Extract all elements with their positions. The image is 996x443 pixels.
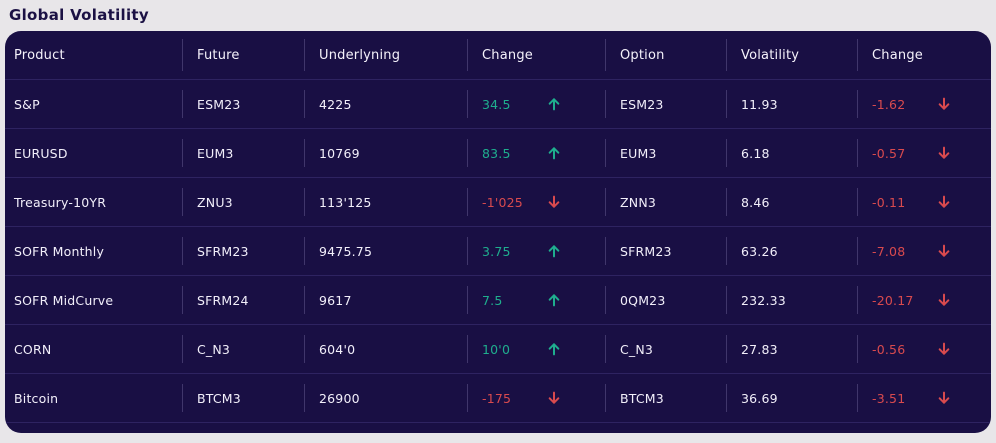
volatility-cell: 232.33	[726, 276, 857, 324]
volatility-cell: 11.93	[726, 80, 857, 128]
column-header-underlying: Underlyning	[304, 31, 467, 79]
option-cell: EUM3	[605, 129, 726, 177]
option-cell: BTCM3	[605, 374, 726, 422]
underlying-cell: 10769	[304, 129, 467, 177]
arrow-up-icon	[545, 341, 562, 358]
volatility-table: Product Future Underlyning Change Option…	[5, 31, 991, 433]
volatility-cell: 27.83	[726, 325, 857, 373]
table-row: SOFR Monthly SFRM23 9475.75 3.75 SFRM23 …	[5, 227, 991, 276]
arrow-down-icon	[935, 96, 952, 113]
option-change-value: -0.56	[872, 341, 906, 357]
arrow-down-icon	[935, 341, 952, 358]
option-change-cell: -0.56	[857, 325, 991, 373]
volatility-cell: 63.26	[726, 227, 857, 275]
product-cell: Treasury-10YR	[14, 194, 107, 210]
column-header-option: Option	[605, 31, 726, 79]
future-change-cell: 83.5	[467, 129, 605, 177]
arrow-up-icon	[545, 243, 562, 260]
table-row: Treasury-10YR ZNU3 113'125 -1'025 ZNN3 8…	[5, 178, 991, 227]
option-cell: 0QM23	[605, 276, 726, 324]
table-body: S&P ESM23 4225 34.5 ESM23 11.93 -1.62 EU…	[5, 80, 991, 423]
future-change-value: 10'0	[482, 341, 511, 357]
page-title: Global Volatility	[9, 6, 149, 24]
product-cell: EURUSD	[14, 145, 68, 161]
arrow-up-icon	[545, 145, 562, 162]
volatility-cell: 8.46	[726, 178, 857, 226]
option-change-cell: -0.57	[857, 129, 991, 177]
column-header-product: Product	[14, 47, 65, 63]
table-row: Bitcoin BTCM3 26900 -175 BTCM3 36.69 -3.…	[5, 374, 991, 423]
table-row: CORN C_N3 604'0 10'0 C_N3 27.83 -0.56	[5, 325, 991, 374]
future-cell: SFRM23	[182, 227, 304, 275]
future-change-cell: 34.5	[467, 80, 605, 128]
table-row: EURUSD EUM3 10769 83.5 EUM3 6.18 -0.57	[5, 129, 991, 178]
future-change-cell: -1'025	[467, 178, 605, 226]
option-cell: SFRM23	[605, 227, 726, 275]
column-header-future-change: Change	[467, 31, 605, 79]
option-cell: C_N3	[605, 325, 726, 373]
column-header-future: Future	[182, 31, 304, 79]
arrow-down-icon	[935, 390, 952, 407]
volatility-cell: 6.18	[726, 129, 857, 177]
column-header-option-change: Change	[857, 31, 991, 79]
future-change-cell: 3.75	[467, 227, 605, 275]
table-header-row: Product Future Underlyning Change Option…	[5, 31, 991, 80]
option-change-cell: -20.17	[857, 276, 991, 324]
underlying-cell: 26900	[304, 374, 467, 422]
future-cell: C_N3	[182, 325, 304, 373]
table-row: S&P ESM23 4225 34.5 ESM23 11.93 -1.62	[5, 80, 991, 129]
option-change-value: -7.08	[872, 243, 906, 259]
option-change-value: -0.11	[872, 194, 906, 210]
option-change-value: -0.57	[872, 145, 906, 161]
future-change-value: 3.75	[482, 243, 511, 259]
option-change-cell: -7.08	[857, 227, 991, 275]
future-change-value: 83.5	[482, 145, 511, 161]
future-change-value: 7.5	[482, 292, 503, 308]
option-change-cell: -3.51	[857, 374, 991, 422]
future-change-cell: 7.5	[467, 276, 605, 324]
volatility-cell: 36.69	[726, 374, 857, 422]
product-cell: SOFR MidCurve	[14, 292, 114, 308]
future-change-value: 34.5	[482, 96, 511, 112]
option-change-cell: -0.11	[857, 178, 991, 226]
option-cell: ZNN3	[605, 178, 726, 226]
arrow-down-icon	[935, 243, 952, 260]
arrow-up-icon	[545, 96, 562, 113]
future-cell: EUM3	[182, 129, 304, 177]
product-cell: Bitcoin	[14, 390, 59, 406]
underlying-cell: 604'0	[304, 325, 467, 373]
arrow-up-icon	[545, 292, 562, 309]
option-cell: ESM23	[605, 80, 726, 128]
future-change-value: -1'025	[482, 194, 523, 210]
product-cell: CORN	[14, 341, 52, 357]
option-change-cell: -1.62	[857, 80, 991, 128]
future-cell: ZNU3	[182, 178, 304, 226]
option-change-value: -1.62	[872, 96, 906, 112]
arrow-down-icon	[935, 292, 952, 309]
underlying-cell: 9475.75	[304, 227, 467, 275]
arrow-down-icon	[935, 145, 952, 162]
future-change-value: -175	[482, 390, 512, 406]
underlying-cell: 9617	[304, 276, 467, 324]
underlying-cell: 4225	[304, 80, 467, 128]
product-cell: SOFR Monthly	[14, 243, 105, 259]
future-change-cell: 10'0	[467, 325, 605, 373]
future-cell: ESM23	[182, 80, 304, 128]
page: Global Volatility Product Future Underly…	[5, 6, 991, 433]
product-cell: S&P	[14, 96, 40, 112]
arrow-down-icon	[545, 390, 562, 407]
arrow-down-icon	[545, 194, 562, 211]
option-change-value: -20.17	[872, 292, 914, 308]
table-row: SOFR MidCurve SFRM24 9617 7.5 0QM23 232.…	[5, 276, 991, 325]
option-change-value: -3.51	[872, 390, 906, 406]
column-header-volatility: Volatility	[726, 31, 857, 79]
future-cell: SFRM24	[182, 276, 304, 324]
future-cell: BTCM3	[182, 374, 304, 422]
future-change-cell: -175	[467, 374, 605, 422]
underlying-cell: 113'125	[304, 178, 467, 226]
arrow-down-icon	[935, 194, 952, 211]
